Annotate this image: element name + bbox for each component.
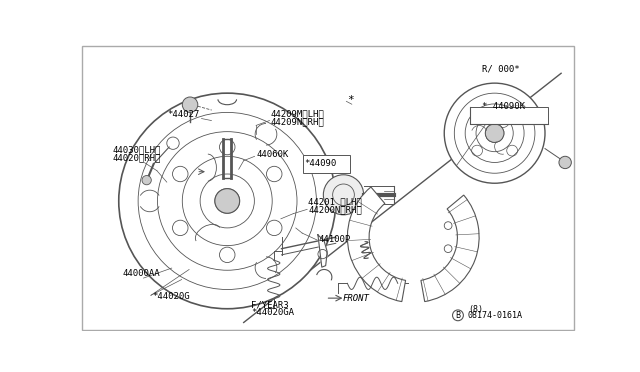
Text: F/YEAR3: F/YEAR3 [251,300,289,309]
Ellipse shape [485,124,504,142]
Text: (8): (8) [468,305,483,314]
Text: 44020〈RH〉: 44020〈RH〉 [112,153,161,162]
Text: 44030〈LH〉: 44030〈LH〉 [112,145,161,154]
Bar [303,155,349,173]
Text: B: B [456,311,461,320]
Ellipse shape [444,83,545,183]
Text: FRONT: FRONT [343,294,370,303]
Wedge shape [348,187,406,302]
Text: *44090: *44090 [304,159,337,168]
Text: R/ 000*: R/ 000* [482,64,520,74]
Text: * 44090K: * 44090K [482,102,525,111]
Text: 44209M〈LH〉: 44209M〈LH〉 [271,109,324,118]
Ellipse shape [323,175,364,215]
Ellipse shape [559,156,572,169]
Ellipse shape [215,189,239,213]
Polygon shape [318,235,327,267]
Text: 44000AA: 44000AA [122,269,160,278]
Text: *44027: *44027 [167,110,199,119]
Text: 44100P: 44100P [318,235,350,244]
Text: 44060K: 44060K [256,150,289,160]
Text: 44201 〈LH〉: 44201 〈LH〉 [308,197,362,206]
Ellipse shape [182,97,198,112]
Ellipse shape [142,176,151,185]
Text: *44020GA: *44020GA [251,308,294,317]
Ellipse shape [119,93,336,309]
Ellipse shape [452,310,463,321]
Text: 44209N〈RH〉: 44209N〈RH〉 [271,117,324,126]
Wedge shape [421,195,479,302]
Text: 44200N〈RH〉: 44200N〈RH〉 [308,205,362,214]
Ellipse shape [353,225,364,235]
Bar [470,107,548,124]
Text: *44020G: *44020G [152,292,189,301]
Text: *: * [347,96,354,106]
Text: 08174-0161A: 08174-0161A [468,311,523,320]
